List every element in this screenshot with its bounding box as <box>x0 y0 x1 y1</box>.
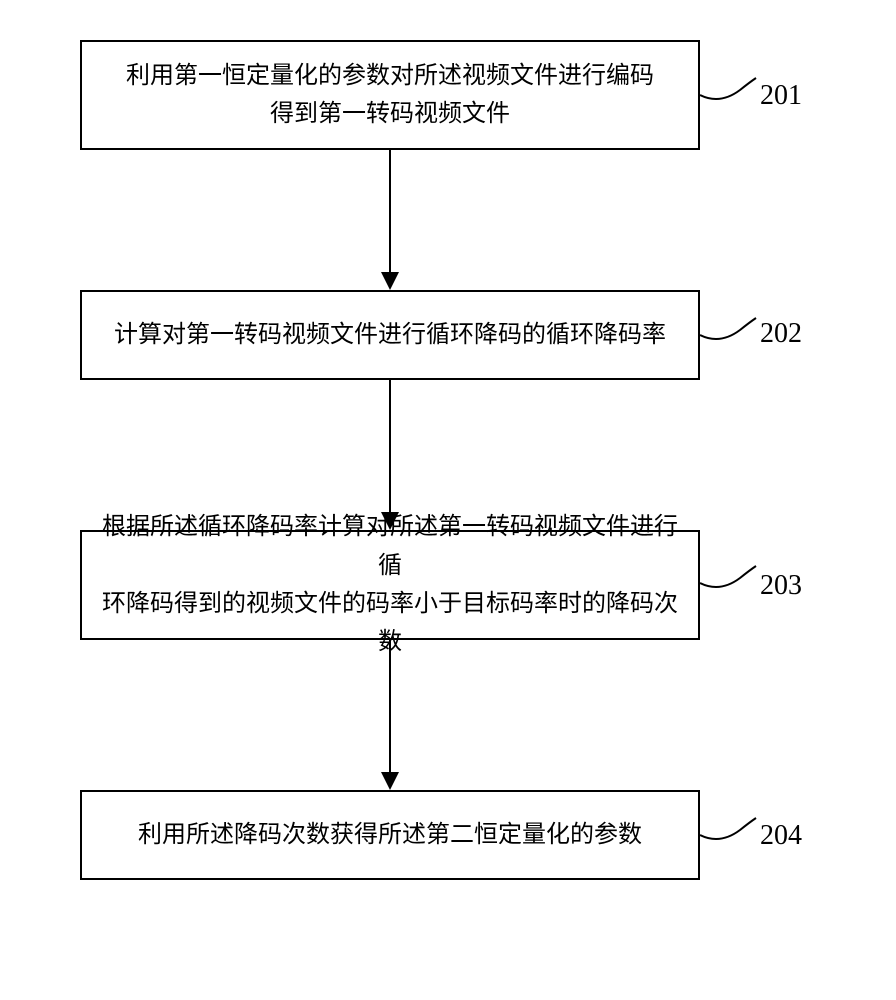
step-text: 计算对第一转码视频文件进行循环降码的循环降码率 <box>114 316 666 354</box>
step-label-202: 202 <box>760 318 802 350</box>
arrow-line <box>389 640 391 772</box>
flowchart-canvas: 利用第一恒定量化的参数对所述视频文件进行编码得到第一转码视频文件 201 计算对… <box>0 0 896 1000</box>
connector-201 <box>700 70 760 110</box>
step-text: 利用第一恒定量化的参数对所述视频文件进行编码得到第一转码视频文件 <box>126 57 654 134</box>
step-node-203: 根据所述循环降码率计算对所述第一转码视频文件进行循环降码得到的视频文件的码率小于… <box>80 530 700 640</box>
step-node-201: 利用第一恒定量化的参数对所述视频文件进行编码得到第一转码视频文件 <box>80 40 700 150</box>
connector-204 <box>700 810 760 850</box>
arrow-head <box>381 272 399 290</box>
step-node-202: 计算对第一转码视频文件进行循环降码的循环降码率 <box>80 290 700 380</box>
arrow-head <box>381 772 399 790</box>
arrow-line <box>389 150 391 272</box>
connector-203 <box>700 558 760 598</box>
step-text: 利用所述降码次数获得所述第二恒定量化的参数 <box>138 816 642 854</box>
arrow-line <box>389 380 391 512</box>
connector-202 <box>700 310 760 350</box>
step-text: 根据所述循环降码率计算对所述第一转码视频文件进行循环降码得到的视频文件的码率小于… <box>102 508 678 662</box>
step-node-204: 利用所述降码次数获得所述第二恒定量化的参数 <box>80 790 700 880</box>
step-label-201: 201 <box>760 80 802 112</box>
step-label-203: 203 <box>760 570 802 602</box>
step-label-204: 204 <box>760 820 802 852</box>
